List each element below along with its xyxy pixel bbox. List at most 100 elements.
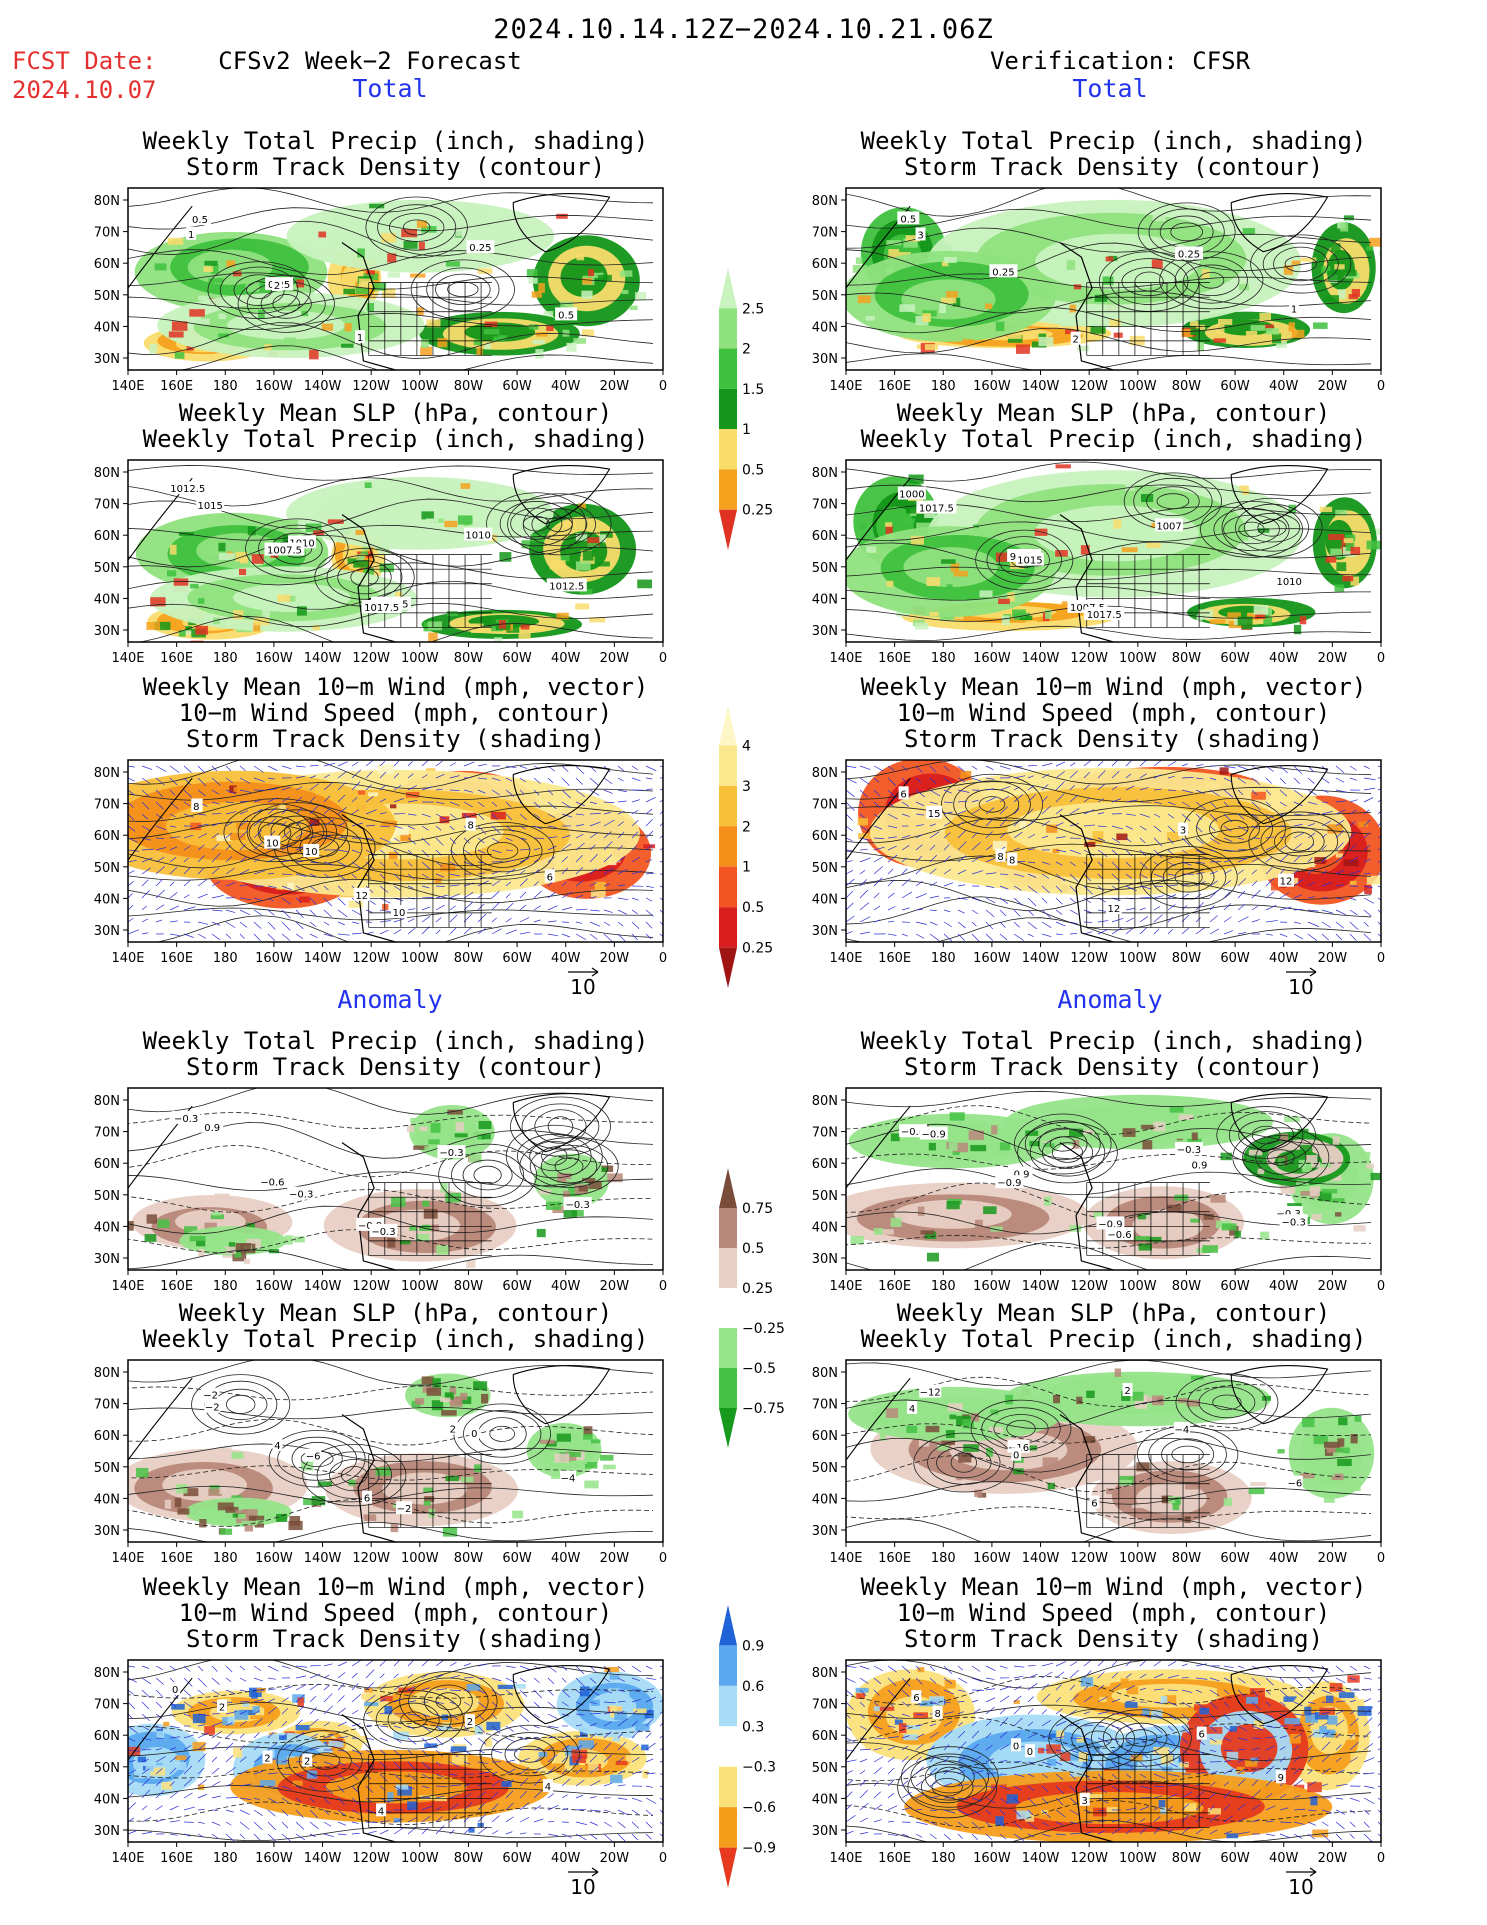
contour-label: −12 xyxy=(920,1388,941,1399)
contour-label: 2 xyxy=(1073,335,1079,346)
lon-tick-label: 100W xyxy=(401,1279,439,1294)
panel-title-line: Weekly Mean 10−m Wind (mph, vector) xyxy=(860,673,1367,701)
lat-tick-label: 80N xyxy=(812,194,838,209)
colorbar-label: 0.25 xyxy=(742,503,773,519)
lon-tick-label: 100W xyxy=(1119,1551,1157,1566)
lon-tick-label: 160E xyxy=(160,379,193,394)
lon-tick-label: 20W xyxy=(1318,379,1348,394)
colorbar-label: 0.9 xyxy=(742,1638,764,1654)
contour-label: 1010 xyxy=(1276,577,1301,588)
contour-label: 10 xyxy=(305,847,318,858)
panel-title-line: Weekly Total Precip (inch, shading) xyxy=(142,425,649,453)
lon-tick-label: 140W xyxy=(304,651,342,666)
colorbar-label: 0.25 xyxy=(742,941,773,957)
lon-tick-label: 0 xyxy=(1377,379,1385,394)
panel-title-line: Weekly Total Precip (inch, shading) xyxy=(860,425,1367,453)
colorbar-swatch xyxy=(719,1645,737,1686)
lon-tick-label: 0 xyxy=(659,1851,667,1866)
colorbar-label: 0.6 xyxy=(742,1679,764,1695)
lat-tick-label: 80N xyxy=(94,466,120,481)
lat-tick-label: 80N xyxy=(812,1666,838,1681)
lat-tick-label: 70N xyxy=(812,498,838,513)
lon-tick-label: 160E xyxy=(160,1551,193,1566)
contour-label: 0 xyxy=(1013,1741,1019,1752)
colorbar-swatch xyxy=(719,348,737,389)
colorbar-swatch xyxy=(719,1807,737,1848)
lat-tick-label: 60N xyxy=(94,829,120,844)
contour-label: 3 xyxy=(1180,826,1186,837)
panel-title-line: Storm Track Density (contour) xyxy=(185,1053,606,1081)
colorbar-swatch xyxy=(719,1766,737,1808)
map-panel-v_slp_anom: −12−1668−6402−480N70N60N50N40N30N140E160… xyxy=(812,1359,1385,1566)
lat-tick-label: 70N xyxy=(812,798,838,813)
lat-tick-label: 70N xyxy=(812,1126,838,1141)
colorbar-swatch xyxy=(719,268,737,309)
lon-tick-label: 120W xyxy=(1070,651,1108,666)
contour-label: −0.6 xyxy=(260,1177,284,1188)
colorbar-label: 2 xyxy=(742,819,751,835)
lon-tick-label: 100W xyxy=(401,651,439,666)
lat-tick-label: 40N xyxy=(812,1792,838,1807)
colorbar-label: 2.5 xyxy=(742,301,764,317)
contour-label: −4 xyxy=(561,1474,576,1485)
contour-label: 0.5 xyxy=(558,310,574,321)
lat-tick-label: 50N xyxy=(812,561,838,576)
contour-label: −0.9 xyxy=(997,1178,1021,1189)
lon-tick-label: 80W xyxy=(1172,379,1202,394)
panel-title-line: Weekly Mean SLP (hPa, contour) xyxy=(896,399,1331,427)
lat-tick-label: 50N xyxy=(94,861,120,876)
lon-tick-label: 20W xyxy=(600,379,630,394)
contour-label: −0.3 xyxy=(1282,1217,1306,1228)
colorbar-label: −0.6 xyxy=(742,1800,776,1816)
lon-tick-label: 140E xyxy=(829,1279,862,1294)
lat-tick-label: 60N xyxy=(94,1429,120,1444)
section-total-right: Total xyxy=(1072,74,1148,103)
lat-tick-label: 80N xyxy=(812,766,838,781)
contour-label: 4 xyxy=(909,1404,915,1415)
contour-label: 8 xyxy=(934,1709,940,1720)
colorbar-swatch xyxy=(719,745,737,786)
lon-tick-label: 160E xyxy=(878,1851,911,1866)
contour-label: 8 xyxy=(468,821,474,832)
lon-tick-label: 60W xyxy=(502,1279,532,1294)
lon-tick-label: 40W xyxy=(1269,951,1299,966)
contour-label: 0.25 xyxy=(469,243,491,254)
contour-label: 12 xyxy=(1108,904,1121,915)
lon-tick-label: 160W xyxy=(973,651,1011,666)
contour-label: 1007.5 xyxy=(267,546,302,557)
lon-tick-label: 40W xyxy=(1269,651,1299,666)
contour-label: 2 xyxy=(1124,1386,1130,1397)
lon-tick-label: 40W xyxy=(1269,1551,1299,1566)
lat-tick-label: 50N xyxy=(812,1461,838,1476)
lat-tick-label: 70N xyxy=(94,798,120,813)
lon-tick-label: 20W xyxy=(600,951,630,966)
lat-tick-label: 40N xyxy=(94,320,120,335)
contour-label: 1017.5 xyxy=(364,603,399,614)
lon-tick-label: 0 xyxy=(1377,1279,1385,1294)
lon-tick-label: 160W xyxy=(973,1851,1011,1866)
map-panel-f_slp_anom: −2 4 6 2 −4 −2 −6 −2 0 80N 70N 60N 50N 40N 30N 140E 160E… xyxy=(94,1359,667,1566)
lon-tick-label: 100W xyxy=(1119,951,1157,966)
lat-tick-label: 40N xyxy=(94,1792,120,1807)
contour-label: 6 xyxy=(547,872,553,883)
lon-tick-label: 180 xyxy=(213,1551,238,1566)
lon-tick-label: 20W xyxy=(600,1279,630,1294)
colorbar-swatch xyxy=(719,1208,737,1248)
contour-label: 1007 xyxy=(1156,521,1181,532)
colorbar-swatch xyxy=(719,826,737,867)
contour-label: 4 xyxy=(378,1806,384,1817)
colorbar-label: 1 xyxy=(742,860,751,876)
contour-label: −0.3 xyxy=(566,1200,590,1211)
lon-tick-label: 160W xyxy=(255,1551,293,1566)
lon-tick-label: 40W xyxy=(1269,1279,1299,1294)
colorbar-label: −0.75 xyxy=(742,1401,785,1417)
contour-label: 10 xyxy=(266,839,279,850)
panel-title-f_wind_tot: Weekly Mean 10−m Wind (mph, vector) 10−m … xyxy=(108,674,683,752)
lat-tick-label: 30N xyxy=(812,1524,838,1539)
lon-tick-label: 20W xyxy=(1318,1279,1348,1294)
panel-title-v_slp_tot: Weekly Mean SLP (hPa, contour) Weekly Tot… xyxy=(826,400,1401,452)
contour-label: −2 xyxy=(205,1403,220,1414)
lat-tick-label: 30N xyxy=(94,624,120,639)
contour-label: 0.25 xyxy=(992,267,1014,278)
